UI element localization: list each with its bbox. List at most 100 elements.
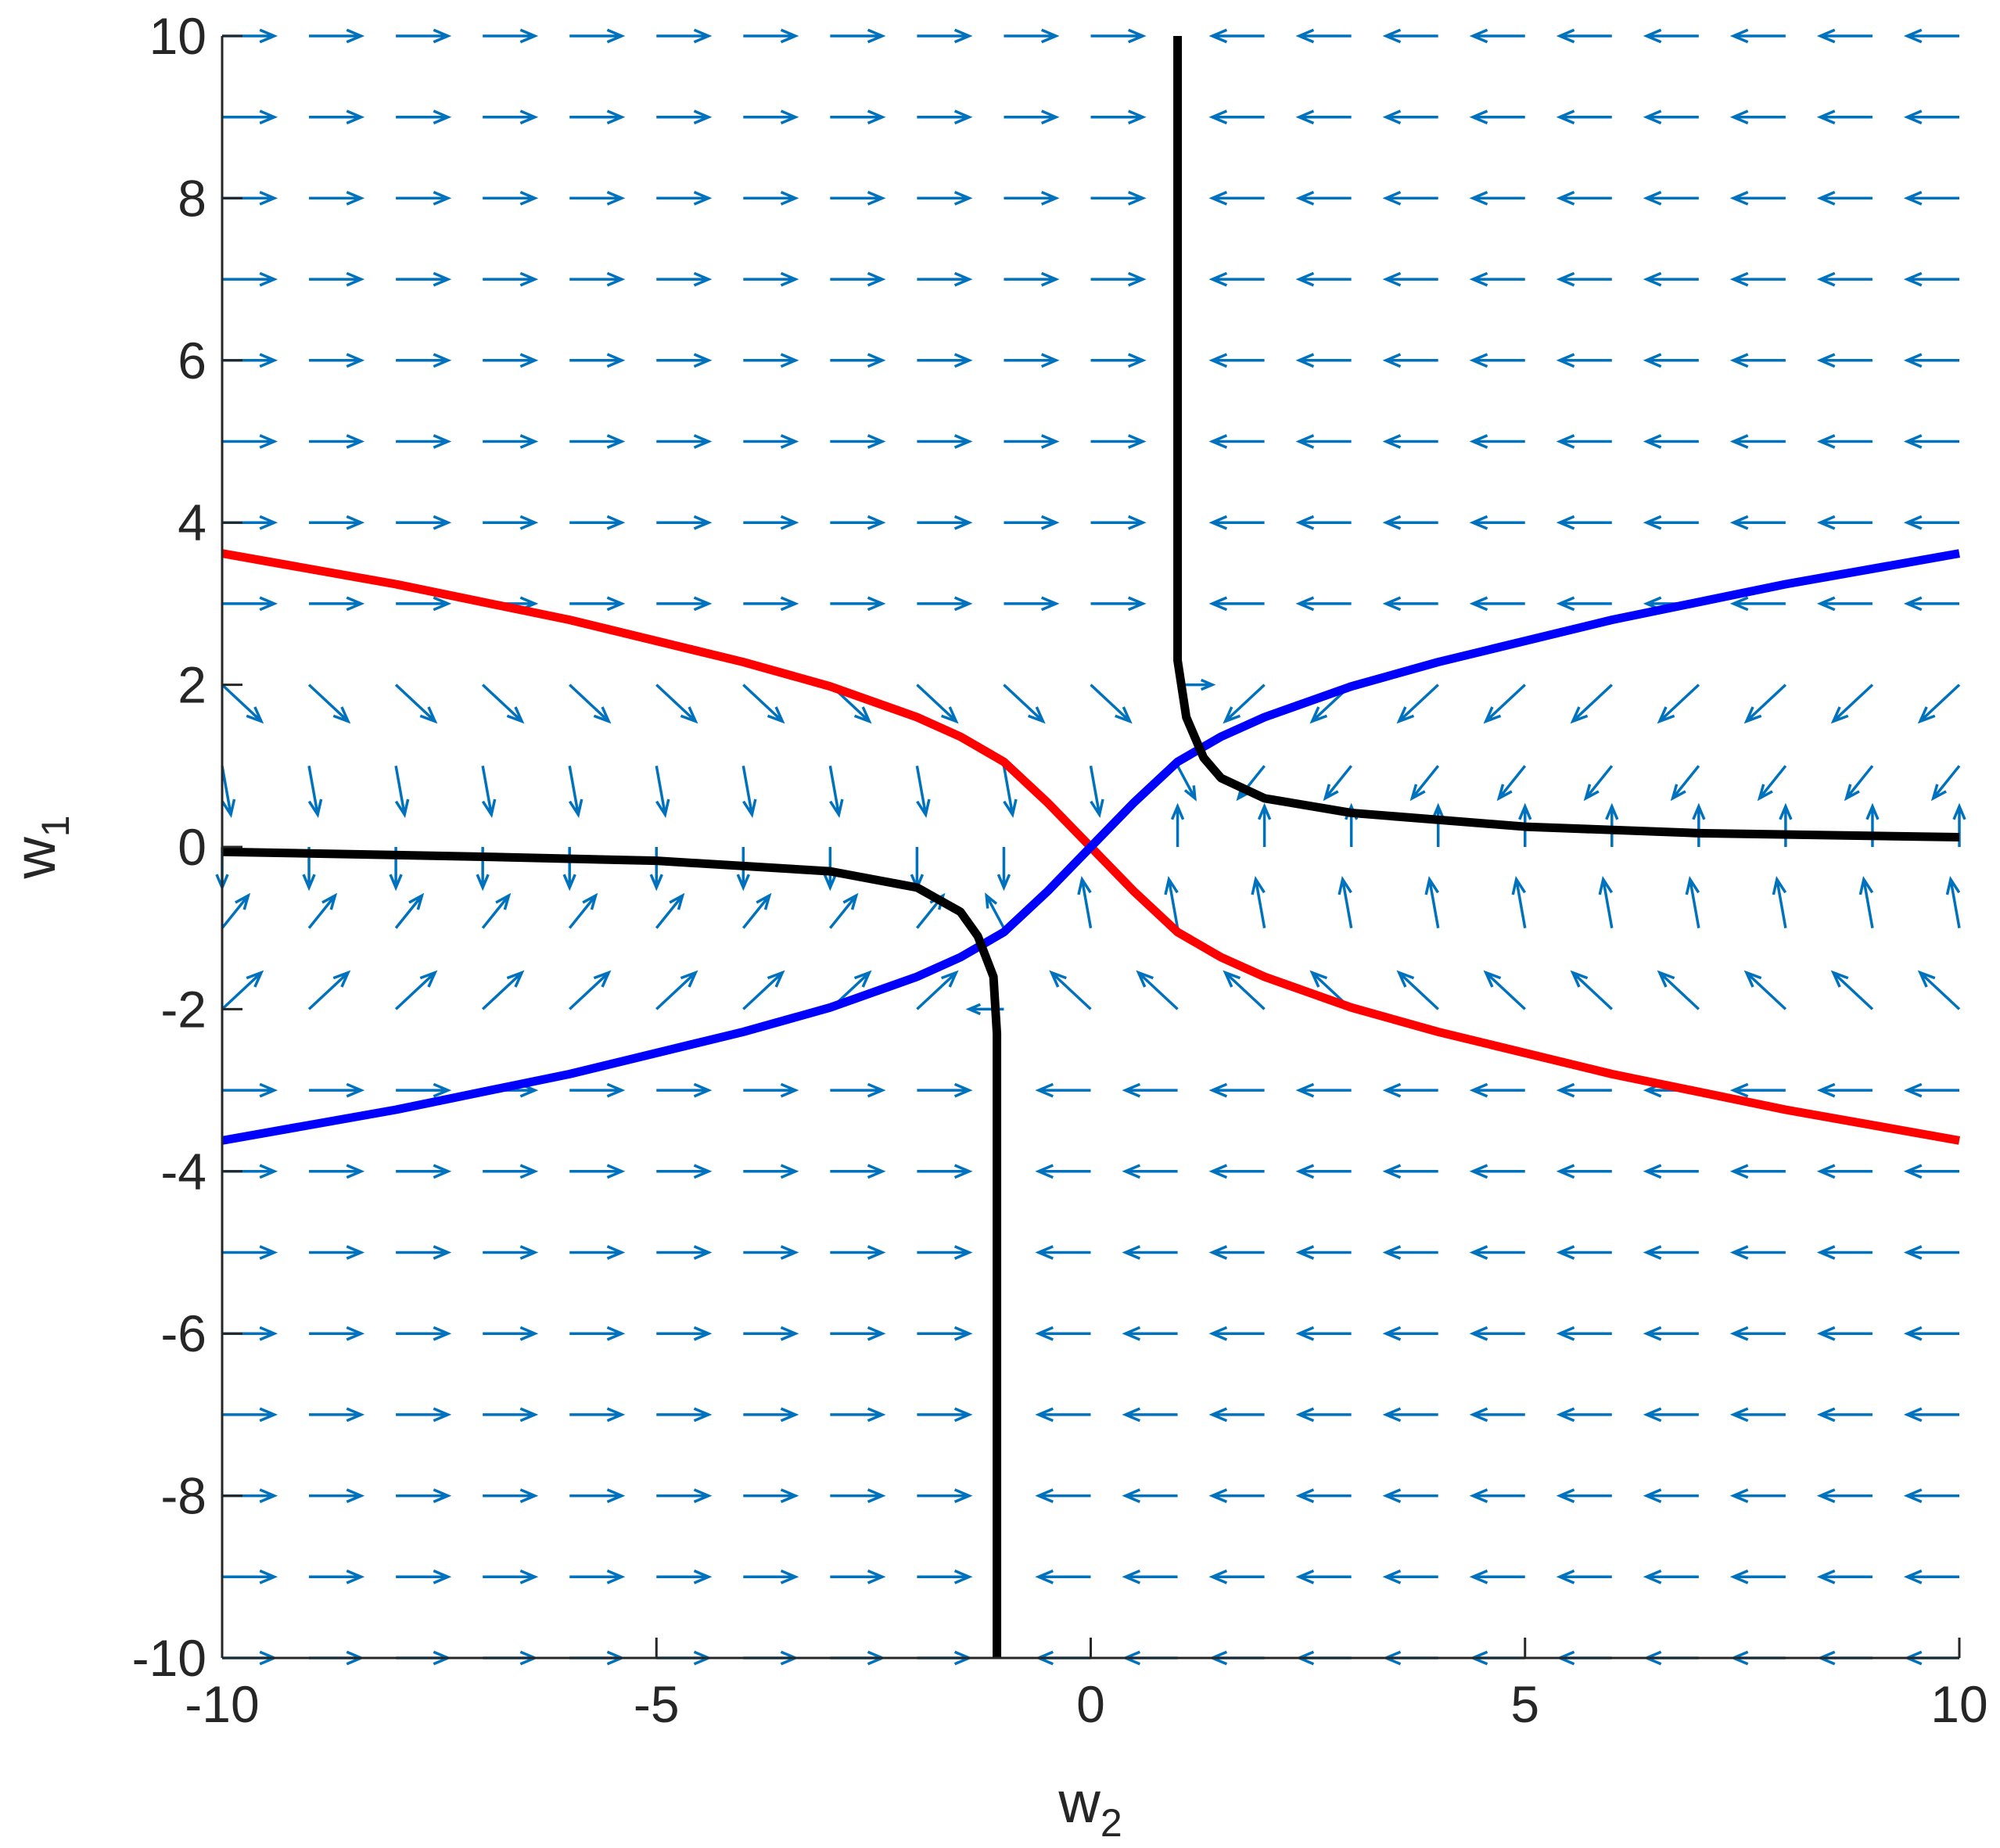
arrow	[1223, 684, 1266, 724]
arrow	[1729, 434, 1786, 449]
arrow	[483, 434, 539, 449]
arrow	[1903, 434, 1959, 449]
arrow	[396, 28, 452, 44]
arrow	[1729, 1326, 1786, 1341]
arrow	[569, 596, 626, 612]
arrow	[1469, 1082, 1525, 1098]
arrow	[917, 1082, 973, 1098]
y-tick-label: -6	[160, 1304, 206, 1362]
arrow	[1945, 876, 1961, 929]
arrow	[830, 109, 886, 125]
arrow	[1556, 1326, 1612, 1341]
arrow	[481, 765, 497, 818]
arrow	[1382, 434, 1438, 449]
arrow	[1556, 1164, 1612, 1179]
arrow	[1729, 191, 1786, 206]
arrow	[1002, 765, 1018, 818]
arrow	[1035, 1082, 1091, 1098]
arrow	[917, 1245, 973, 1260]
arrow	[1743, 970, 1787, 1010]
arrow	[1816, 1407, 1873, 1423]
arrow	[569, 1082, 626, 1098]
arrow	[569, 1326, 626, 1341]
arrow	[1382, 1164, 1438, 1179]
y-tick-label: 6	[178, 332, 206, 389]
arrow	[1208, 1164, 1265, 1179]
arrow	[569, 353, 626, 368]
y-label-sub: 1	[34, 815, 77, 837]
arrow	[1643, 1569, 1699, 1584]
arrow	[309, 1245, 365, 1260]
arrow	[1208, 1082, 1265, 1098]
arrow	[656, 515, 713, 530]
arrow	[1035, 1164, 1091, 1179]
arrow	[1511, 876, 1527, 929]
arrow	[1208, 1326, 1265, 1341]
arrow	[1208, 353, 1265, 368]
arrow	[1903, 1164, 1959, 1179]
arrow	[655, 765, 670, 818]
arrow	[483, 1245, 539, 1260]
arrow	[1136, 970, 1179, 1010]
arrow	[743, 28, 799, 44]
y-tick-label: -4	[160, 1143, 206, 1200]
arrow	[1003, 684, 1046, 724]
arrow	[1382, 515, 1438, 530]
arrow	[1830, 684, 1874, 724]
arrow	[396, 1407, 452, 1423]
arrow	[1295, 1569, 1352, 1584]
arrow	[1903, 596, 1959, 612]
y-tick-label: 0	[178, 818, 206, 876]
arrow	[1670, 765, 1700, 802]
arrow	[1035, 1245, 1091, 1260]
arrow	[917, 28, 973, 44]
arrow	[483, 353, 539, 368]
arrow	[1382, 109, 1438, 125]
arrow	[1077, 876, 1093, 929]
arrow	[396, 1569, 452, 1584]
arrow	[741, 892, 772, 929]
arrow	[1396, 684, 1439, 724]
arrow	[309, 1326, 365, 1341]
arrow	[830, 191, 886, 206]
arrow	[656, 1407, 713, 1423]
y-tick-label: 8	[178, 169, 206, 227]
arrow	[656, 28, 713, 44]
y-tick-label: 10	[149, 7, 206, 65]
arrow	[1903, 515, 1959, 530]
arrow	[307, 684, 351, 724]
arrow	[1729, 1164, 1786, 1179]
arrow	[307, 970, 351, 1010]
arrow	[568, 765, 583, 818]
arrow	[1295, 1082, 1352, 1098]
arrow	[222, 271, 278, 287]
arrow	[1382, 1488, 1438, 1504]
arrow	[917, 1164, 973, 1179]
arrow	[649, 847, 663, 892]
arrow	[917, 1488, 973, 1504]
arrow	[1382, 191, 1438, 206]
y-tick-label: -8	[160, 1467, 206, 1525]
arrow	[1090, 271, 1147, 287]
y-axis-label: w1	[2, 815, 77, 879]
arrow	[483, 109, 539, 125]
arrow	[569, 1488, 626, 1504]
arrow	[830, 1488, 886, 1504]
arrow	[1164, 876, 1180, 929]
arrow	[222, 1245, 278, 1260]
arrow	[1424, 876, 1440, 929]
arrow	[917, 191, 973, 206]
arrow	[743, 271, 799, 287]
arrow	[1382, 271, 1438, 287]
arrow	[1917, 970, 1961, 1010]
arrow	[1208, 515, 1265, 530]
arrow	[1382, 353, 1438, 368]
arrow	[1004, 109, 1060, 125]
arrow	[1208, 434, 1265, 449]
arrow	[1295, 1326, 1352, 1341]
arrow	[221, 765, 236, 818]
arrow	[917, 271, 973, 287]
arrow	[1556, 353, 1612, 368]
arrow	[1469, 434, 1525, 449]
arrow	[483, 1569, 539, 1584]
